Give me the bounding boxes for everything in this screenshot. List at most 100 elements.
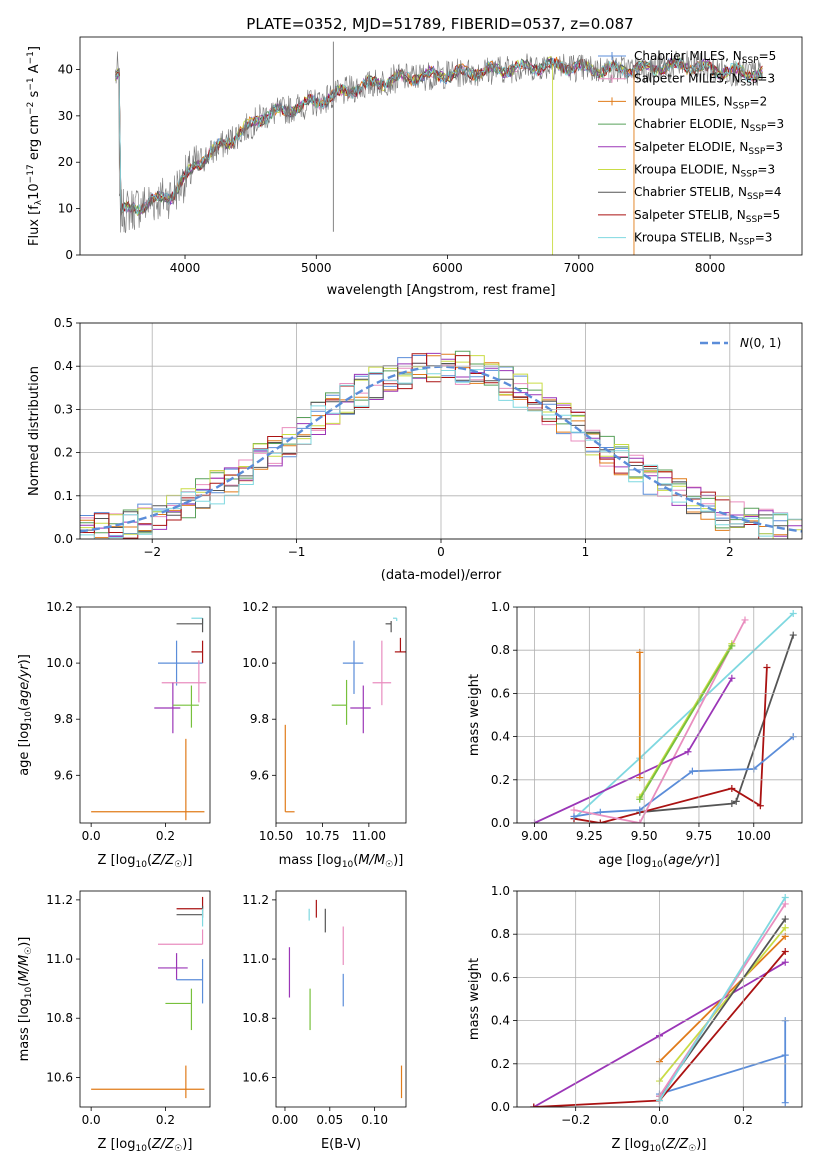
y-tick-label: 10.0 bbox=[46, 656, 73, 670]
y-tick-label: 0.0 bbox=[491, 816, 510, 830]
x-tick-label: 9.00 bbox=[521, 829, 548, 843]
x-tick-label: 7000 bbox=[564, 261, 595, 275]
x-tick-label: 0.2 bbox=[734, 1113, 753, 1127]
y-tick-label: 11.0 bbox=[242, 952, 269, 966]
weight-marker bbox=[636, 819, 644, 823]
y-tick-label: 0.2 bbox=[54, 446, 73, 460]
axes-frame bbox=[79, 606, 211, 824]
weight-marker bbox=[781, 900, 789, 908]
x-tick-label: 0.10 bbox=[361, 1113, 388, 1127]
weight-line bbox=[639, 645, 733, 800]
y-tick-label: 1.0 bbox=[491, 600, 510, 614]
weight-marker bbox=[728, 800, 736, 808]
x-tick-label: 2 bbox=[726, 545, 734, 559]
axes-frame bbox=[275, 606, 407, 824]
x-tick-label: 11.00 bbox=[352, 829, 386, 843]
weight-marker bbox=[741, 616, 749, 624]
errorbar-point bbox=[385, 621, 392, 633]
x-tick-label: −1 bbox=[288, 545, 306, 559]
weight-line bbox=[573, 735, 794, 818]
errorbar-point bbox=[91, 738, 205, 821]
legend: N(0, 1) bbox=[700, 336, 781, 350]
weight-marker bbox=[596, 819, 604, 823]
y-tick-label: 11.0 bbox=[46, 952, 73, 966]
plot-area-spectrum bbox=[114, 41, 763, 255]
residual-histogram bbox=[80, 353, 802, 539]
errorbar-point bbox=[393, 617, 398, 622]
y-tick-label: 0.4 bbox=[54, 359, 73, 373]
y-tick-label: 0.6 bbox=[491, 970, 510, 984]
legend-label: Chabrier ELODIE, NSSP=3 bbox=[634, 117, 784, 134]
errorbar-point bbox=[161, 660, 207, 703]
axes-frame bbox=[275, 890, 407, 1108]
y-tick-label: 0.8 bbox=[491, 643, 510, 657]
x-tick-label: 8000 bbox=[695, 261, 726, 275]
y-axis-label: Normed distribution bbox=[27, 366, 42, 496]
x-tick-label: −0.2 bbox=[561, 1113, 590, 1127]
errorbar-point bbox=[372, 640, 392, 706]
y-tick-label: 0.1 bbox=[54, 489, 73, 503]
legend-label: Salpeter ELODIE, NSSP=3 bbox=[634, 140, 783, 157]
weight-marker bbox=[781, 924, 789, 932]
legend-label: Salpeter MILES, NSSP=3 bbox=[634, 72, 775, 89]
plot-area-mass-age bbox=[284, 617, 406, 813]
errorbar-point bbox=[176, 896, 204, 910]
y-tick-label: 9.6 bbox=[54, 768, 73, 782]
errorbar-point bbox=[342, 640, 364, 694]
figure-title: PLATE=0352, MJD=51789, FIBERID=0537, z=0… bbox=[246, 15, 633, 33]
grid bbox=[80, 322, 802, 540]
x-axis-label: (data-model)/error bbox=[381, 568, 502, 583]
y-tick-label: 10 bbox=[58, 202, 73, 216]
y-tick-label: 0.3 bbox=[54, 402, 73, 416]
y-tick-label: 9.8 bbox=[54, 712, 73, 726]
weight-marker bbox=[728, 674, 736, 682]
weight-marker bbox=[570, 806, 578, 814]
axes-mass-age: 10.50 10.75 11.00 9.6 9.8 10.0 10.2 mass [log10… bbox=[242, 600, 407, 870]
errorbar-point bbox=[172, 685, 199, 728]
axes-ebv-mass: 0.00 0.05 0.10 10.6 10.8 11.0 11.2 E(B-V) bbox=[242, 890, 407, 1152]
x-axis-label: E(B-V) bbox=[321, 1137, 361, 1152]
errorbar-point bbox=[91, 1065, 205, 1099]
weight-marker bbox=[732, 797, 740, 805]
legend-label: Salpeter STELIB, NSSP=5 bbox=[634, 208, 780, 225]
x-tick-label: 10.50 bbox=[259, 829, 293, 843]
axes-frame bbox=[79, 36, 803, 256]
weight-marker bbox=[570, 813, 578, 821]
x-tick-label: 0.0 bbox=[650, 1113, 669, 1127]
weight-line bbox=[573, 619, 746, 823]
x-tick-label: 1 bbox=[582, 545, 590, 559]
y-axis-label: age [log10(age/yr)] bbox=[17, 654, 34, 776]
y-axis-label: Flux [fλ10−17 erg cm−2 s−1 A−1] bbox=[26, 46, 44, 246]
y-tick-label: 20 bbox=[58, 155, 73, 169]
legend-label: N(0, 1) bbox=[740, 336, 781, 350]
model-spectrum-line bbox=[115, 57, 763, 213]
errorbar-point bbox=[158, 929, 204, 945]
x-tick-label: 6000 bbox=[432, 261, 463, 275]
weight-line bbox=[658, 927, 786, 1082]
x-tick-label: 0.05 bbox=[316, 1113, 343, 1127]
errorbar-point bbox=[158, 953, 188, 980]
plot-area-z-age bbox=[91, 617, 207, 821]
y-axis-label: mass weight bbox=[467, 674, 482, 756]
errorbar-point bbox=[331, 679, 348, 725]
x-tick-label: −2 bbox=[143, 545, 161, 559]
y-tick-label: 0.8 bbox=[491, 927, 510, 941]
x-axis-label: wavelength [Angstrom, rest frame] bbox=[327, 283, 556, 298]
weight-marker bbox=[763, 663, 771, 671]
legend-label: Kroupa ELODIE, NSSP=3 bbox=[634, 163, 775, 180]
y-axis-label: mass [log10(M/M☉)] bbox=[17, 937, 34, 1062]
y-tick-label: 0.5 bbox=[54, 316, 73, 330]
x-tick-label: 0.00 bbox=[272, 1113, 299, 1127]
axes-spectrum: 4000 5000 6000 7000 8000 0 10 20 30 40 wavelength … bbox=[26, 36, 803, 298]
axes-z-mass: 0.0 0.2 10.6 10.8 11.0 11.2 Z [log10(Z/Z☉)] mas… bbox=[17, 890, 211, 1154]
axes-frame bbox=[79, 890, 211, 1108]
legend-label: Kroupa STELIB, NSSP=3 bbox=[634, 231, 772, 248]
legend: Chabrier MILES, NSSP=5 Salpeter MILES, NS… bbox=[598, 49, 784, 248]
errorbar-point bbox=[176, 959, 204, 1004]
weight-marker bbox=[781, 947, 789, 955]
x-tick-label: 0 bbox=[437, 545, 445, 559]
x-tick-label: 0.0 bbox=[82, 829, 101, 843]
model-spectrum-line bbox=[114, 58, 763, 215]
weight-line bbox=[659, 1054, 786, 1095]
axes-frame bbox=[516, 890, 803, 1108]
